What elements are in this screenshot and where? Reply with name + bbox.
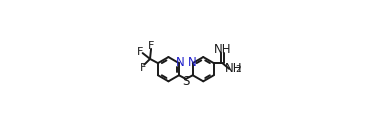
Text: NH: NH: [225, 62, 243, 75]
Text: N: N: [176, 56, 184, 69]
Text: NH: NH: [214, 43, 231, 56]
Text: F: F: [148, 41, 154, 51]
Text: N: N: [188, 56, 196, 69]
Text: F: F: [140, 63, 147, 73]
Text: S: S: [182, 75, 190, 88]
Text: F: F: [136, 47, 143, 57]
Text: 2: 2: [235, 65, 241, 74]
